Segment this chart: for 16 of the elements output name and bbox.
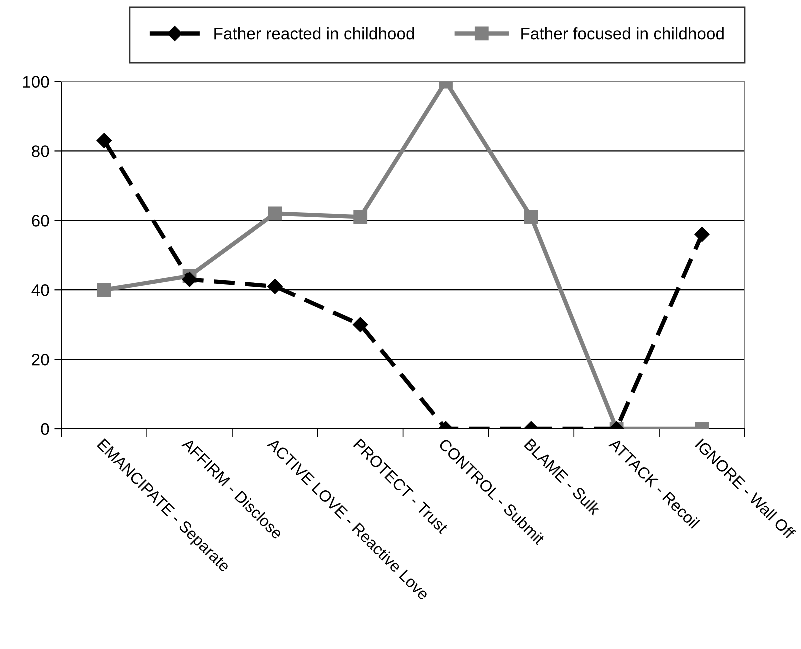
y-tick-label: 100 bbox=[23, 76, 50, 88]
y-tick-label: 80 bbox=[32, 146, 50, 158]
y-tick-label: 40 bbox=[32, 284, 50, 296]
point bbox=[268, 206, 282, 221]
y-tick-label: 0 bbox=[41, 423, 50, 436]
point bbox=[354, 210, 368, 224]
legend-label: Father focused in childhood bbox=[522, 27, 724, 40]
y-tick-label: 20 bbox=[32, 354, 50, 366]
point bbox=[694, 226, 710, 242]
point bbox=[524, 210, 538, 224]
point bbox=[268, 279, 283, 294]
point bbox=[97, 283, 112, 298]
legend-label: Father reacted in childhood bbox=[214, 27, 414, 40]
point bbox=[182, 272, 198, 288]
point bbox=[353, 317, 368, 332]
y-tick-label: 60 bbox=[32, 215, 50, 227]
